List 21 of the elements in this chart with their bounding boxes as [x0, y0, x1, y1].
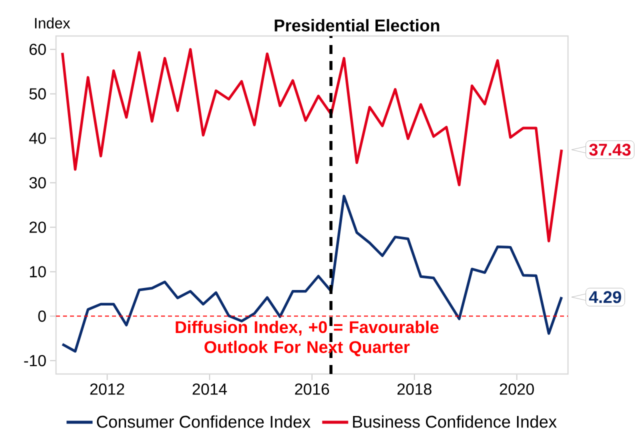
x-tick-label: 2014	[192, 384, 227, 395]
x-tick-label: 2020	[500, 384, 534, 395]
y-tick-label: 50	[29, 88, 46, 100]
y-tick-label: 10	[30, 266, 46, 278]
line-series	[61, 48, 563, 242]
y-tick-label: 40	[29, 132, 46, 144]
x-tick-label: 2012	[90, 384, 124, 395]
y-tick-label: 20	[30, 222, 46, 233]
y-tick-label: 0	[38, 310, 46, 322]
legend-label: Business Confidence Index	[353, 415, 557, 428]
x-tick-label: 2016	[295, 384, 330, 395]
x-tick-label: 2018	[397, 384, 432, 395]
ref-line-label: Presidential Election	[274, 19, 440, 32]
y-tick-label: 60	[30, 44, 46, 55]
ref-line-label: Diffusion Index, +0 = Favourable Outlook For Next Quarter	[176, 320, 439, 356]
y-axis-title: Index	[35, 18, 70, 28]
legend-label: Consumer Confidence Index	[96, 415, 310, 428]
data-label: 4.29	[589, 291, 622, 304]
data-label: 37.43	[589, 144, 631, 156]
y-tick-label: -10	[24, 355, 46, 366]
y-tick-label: 30	[29, 177, 46, 188]
